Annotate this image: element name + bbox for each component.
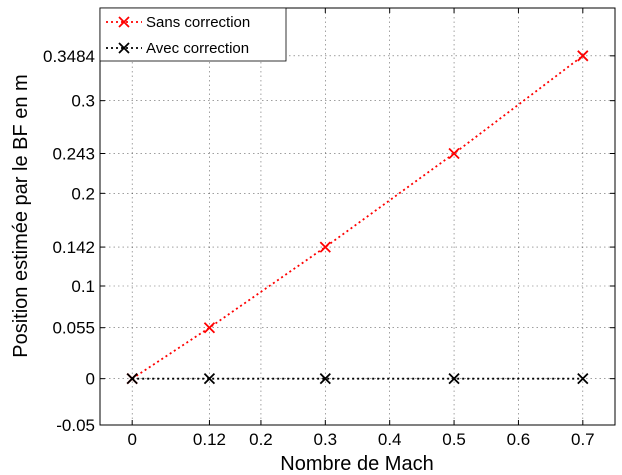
x-axis: 0 0.12 0.2 0.3 0.4 0.5 0.6 0.7 — [127, 8, 595, 449]
legend-marker — [118, 16, 130, 28]
x-tick-label: 0.3 — [313, 430, 337, 449]
series-2-point — [203, 373, 216, 385]
series-1-point — [319, 241, 331, 253]
series-1-point — [203, 322, 216, 334]
legend-marker — [118, 42, 130, 54]
y-tick-label: 0.243 — [52, 144, 95, 163]
legend-box — [99, 7, 287, 62]
x-tick-label: 0.6 — [507, 430, 531, 449]
y-tick-label: 0.2 — [71, 184, 95, 203]
y-tick-label: 0.142 — [52, 238, 95, 257]
y-tick-label: 0.3484 — [43, 47, 95, 66]
x-tick-label: 0.5 — [442, 430, 466, 449]
y-tick-label: 0.3 — [71, 92, 95, 111]
x-tick-label: 0.7 — [571, 430, 595, 449]
series-line-1 — [131, 55, 584, 380]
plot-area-border — [99, 7, 616, 426]
series-2-point — [319, 373, 331, 385]
x-axis-label: Nombre de Mach — [280, 453, 433, 475]
x-tick-label: 0 — [127, 430, 136, 449]
x-tick-label: 0.2 — [249, 430, 273, 449]
x-tick-label: 0.4 — [378, 430, 402, 449]
y-tick-label: -0.05 — [56, 416, 95, 435]
series-2-point — [577, 373, 589, 385]
series-1-point — [448, 147, 460, 160]
legend-label: Sans correction — [146, 14, 250, 31]
legend: Sans correction Avec correction — [99, 7, 287, 62]
series-2-point — [448, 373, 460, 385]
series-1-point — [577, 50, 589, 62]
x-tick-label: 0.12 — [193, 430, 226, 449]
y-tick-label: 0 — [86, 370, 95, 389]
y-tick-label: 0.055 — [52, 319, 95, 338]
y-tick-label: 0.1 — [71, 277, 95, 296]
y-axis-label: Position estimée par le BF en m — [10, 74, 32, 357]
y-axis: -0.05 0 0.055 0.1 0.142 0.2 0.243 0.3 0.3484 — [43, 47, 615, 435]
legend-label: Avec correction — [146, 40, 249, 57]
grid — [100, 8, 615, 426]
series-group — [126, 50, 589, 385]
series-2-point — [126, 373, 138, 385]
